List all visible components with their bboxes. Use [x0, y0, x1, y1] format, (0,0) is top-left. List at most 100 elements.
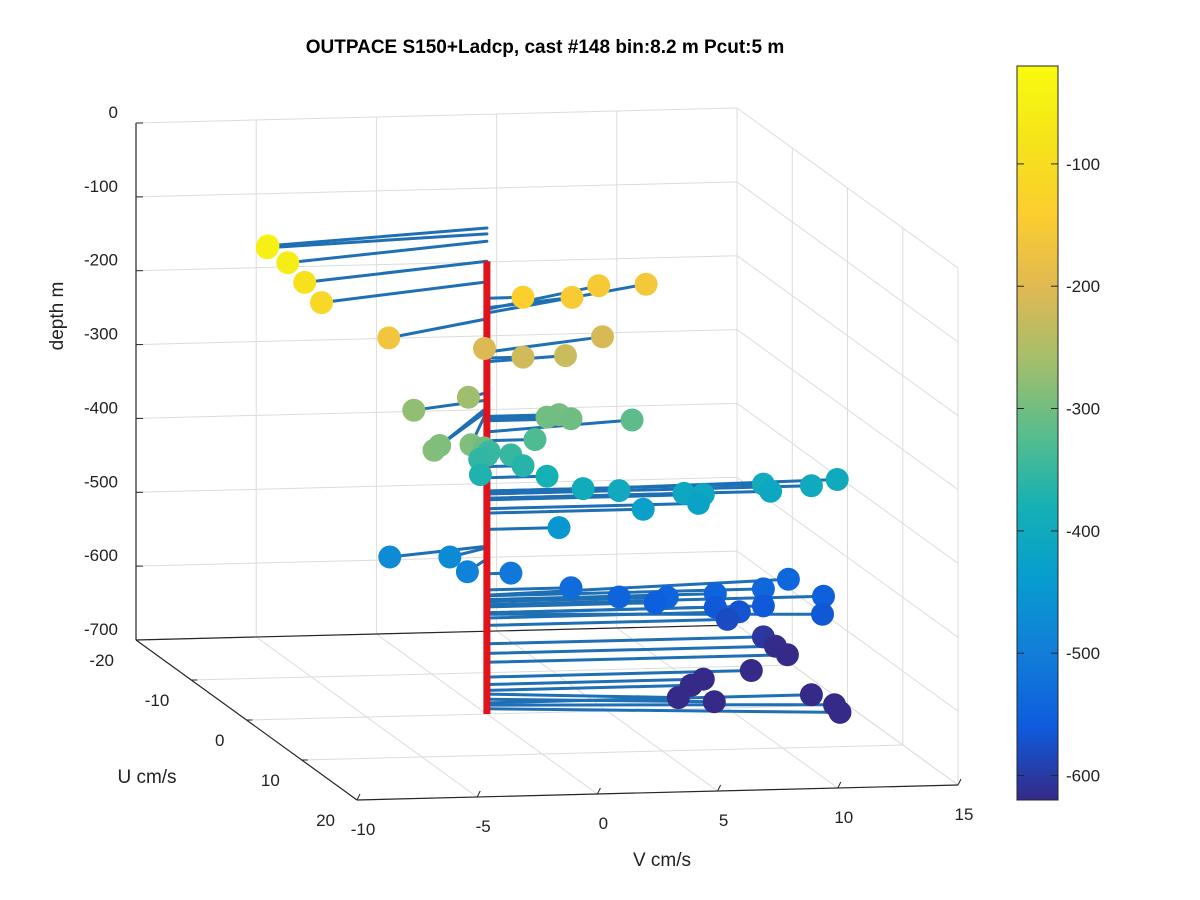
grid-line	[736, 329, 959, 491]
data-point	[559, 576, 583, 600]
data-point	[591, 325, 614, 349]
data-point	[775, 643, 799, 667]
velocity-vector	[320, 280, 489, 305]
axis-line	[135, 624, 738, 641]
velocity-vector	[485, 693, 813, 705]
data-point	[620, 408, 644, 432]
colorbar-tick-label: -500	[1066, 644, 1100, 663]
data-point	[293, 270, 317, 294]
velocity-vector	[266, 226, 489, 248]
data-point	[828, 700, 852, 724]
z-tick-label: 0	[109, 103, 118, 122]
grid-line	[736, 550, 959, 712]
grid-line	[135, 476, 738, 493]
x-tick-label: 15	[955, 805, 974, 824]
grid-line	[135, 107, 738, 124]
velocity-vector	[485, 644, 777, 655]
colorbar-tick-label: -200	[1066, 277, 1100, 296]
velocity-vector	[485, 683, 693, 692]
velocity-vector	[388, 544, 489, 559]
z-tick-label: -500	[84, 472, 118, 491]
velocity-vector	[485, 577, 790, 597]
z-tick-label: -200	[84, 251, 118, 270]
chart-title: OUTPACE S150+Ladcp, cast #148 bin:8.2 m …	[306, 37, 785, 58]
grid-line	[135, 181, 738, 198]
velocity-vector	[485, 617, 729, 627]
data-point	[812, 584, 835, 608]
y-axis-label: U cm/s	[117, 767, 176, 788]
colorbar	[1016, 65, 1059, 801]
velocity-vector	[485, 635, 765, 646]
data-point	[587, 274, 611, 298]
data-point	[456, 385, 480, 409]
colorbar-ticks: -100 -200 -300 -400 -500 -600	[1017, 155, 1100, 786]
velocity-vector	[485, 507, 645, 515]
data-point	[666, 686, 690, 710]
x-tick-mark	[717, 784, 722, 792]
z-tick-label: -300	[84, 325, 118, 344]
colorbar-tick-label: -300	[1066, 400, 1100, 419]
x-tick-mark	[356, 793, 361, 801]
velocity-vector	[485, 501, 700, 511]
y-tick-label: 10	[261, 771, 280, 790]
data-point	[511, 454, 535, 478]
data-point	[438, 545, 462, 569]
axis-tick-labels: -10 -5 0 5 10 15-20-10010200-100-200-300-400-…	[84, 103, 973, 839]
velocity-vector	[485, 610, 741, 620]
data-point	[535, 405, 559, 429]
x-tick-label: 5	[719, 811, 728, 830]
velocity-vector	[485, 653, 789, 664]
colorbar-tick-label: -400	[1066, 522, 1100, 541]
data-point	[607, 585, 631, 609]
velocity-vector	[485, 478, 839, 494]
x-tick-mark	[476, 790, 481, 798]
data-point	[468, 463, 492, 487]
x-tick-label: -5	[476, 817, 491, 836]
data-point	[825, 468, 849, 491]
x-tick-label: 10	[834, 808, 853, 827]
grid-line	[736, 107, 959, 269]
y-tick-label: 0	[215, 731, 224, 750]
velocity-vector	[485, 692, 680, 700]
data-point	[554, 344, 577, 368]
velocity-vector	[485, 335, 604, 354]
z-tick-label: -100	[84, 177, 118, 196]
data-point	[751, 577, 775, 601]
grid-line	[135, 402, 738, 419]
x-tick-label: 0	[599, 814, 608, 833]
data-point	[473, 337, 496, 360]
z-tick-label: -400	[84, 398, 118, 417]
data-point	[631, 497, 655, 521]
data-point	[255, 236, 279, 260]
data-point	[402, 398, 426, 422]
x-tick-mark	[957, 778, 962, 786]
axes-frame	[135, 123, 959, 801]
velocity-vector	[303, 259, 489, 284]
data-point	[559, 407, 583, 431]
y-tick-label: 20	[316, 811, 335, 830]
data-point	[702, 690, 726, 714]
data-point	[571, 477, 595, 501]
grid-line	[736, 181, 959, 343]
colorbar-tick-label: -100	[1066, 155, 1100, 174]
grid-line	[736, 255, 959, 417]
data-point	[511, 345, 535, 369]
velocity-vector	[387, 317, 489, 340]
y-tick-label: -20	[89, 651, 114, 670]
data-point	[715, 607, 739, 631]
z-tick-label: -700	[84, 620, 118, 639]
data-point	[799, 474, 823, 498]
velocity-vector	[485, 707, 842, 714]
velocity-vector	[286, 239, 489, 265]
data-point	[799, 683, 823, 707]
x-tick-mark	[596, 787, 601, 795]
data-point	[535, 464, 559, 488]
data-point	[276, 251, 300, 275]
data-point	[811, 602, 834, 626]
grid-line	[246, 704, 848, 721]
x-axis-label: V cm/s	[633, 850, 691, 871]
z-axis-label: depth m	[47, 282, 68, 351]
velocity-vector	[485, 595, 669, 604]
data-point	[643, 591, 667, 615]
